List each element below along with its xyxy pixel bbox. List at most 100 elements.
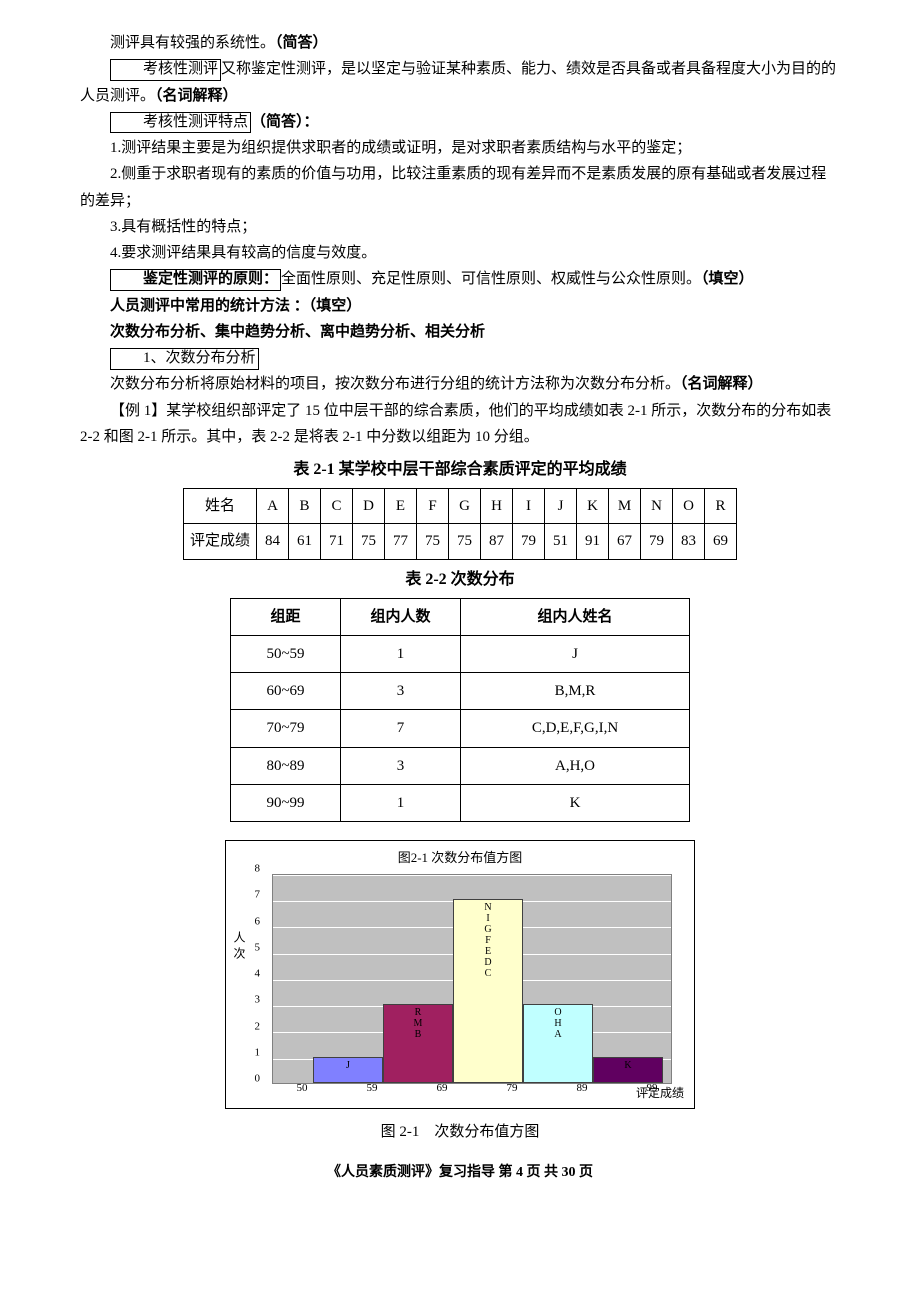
table-cell: 51 [545,524,577,559]
para-4: 1.测评结果主要是为组织提供求职者的成绩或证明，是对求职者素质结构与水平的鉴定； [80,135,840,161]
table-cell: 79 [641,524,673,559]
table-header: 组距 [231,598,341,635]
para-5: 2.侧重于求职者现有的素质的价值与功用，比较注重素质的现有差异而不是素质发展的原… [80,161,840,214]
chart-bar: RMB [383,1004,453,1083]
chart-xtick: 50 [297,1079,308,1098]
para-10: 次数分布分析、集中趋势分析、离中趋势分析、相关分析 [80,319,840,345]
chart-bar: NIGFEDC [453,899,523,1083]
table-cell: B [289,489,321,524]
chart-xtick: 59 [367,1079,378,1098]
chart-ytick: 3 [246,991,260,1010]
chart-bar-labels: NIGFEDC [454,902,522,979]
table-cell: G [449,489,481,524]
term-box: 考核性测评 [110,59,221,81]
para-7: 4.要求测评结果具有较高的信度与效度。 [80,240,840,266]
chart-bar: OHA [523,1004,593,1083]
table2-title: 表 2-2 次数分布 [80,566,840,594]
table-header: 组内人姓名 [461,598,690,635]
table-cell: K [577,489,609,524]
para-3: 考核性测评特点（简答）： [80,109,840,135]
table-cell: 71 [321,524,353,559]
chart-inner-title: 图2-1 次数分布值方图 [236,847,684,870]
chart-ytick: 8 [246,859,260,878]
table-cell: 79 [513,524,545,559]
table-cell: 83 [673,524,705,559]
table-cell: 80~89 [231,747,341,784]
table-cell: 1 [341,635,461,672]
table-cell: O [673,489,705,524]
table-cell: 61 [289,524,321,559]
para-8: 鉴定性测评的原则：全面性原则、充足性原则、可信性原则、权威性与公众性原则。（填空… [80,266,840,292]
chart-xtick: 89 [577,1079,588,1098]
chart-bar-labels: K [594,1060,662,1071]
table-header: 组内人数 [341,598,461,635]
chart-xlabel: 评定成绩 [636,1083,684,1104]
term-box: 考核性测评特点 [110,112,251,134]
table-cell: 87 [481,524,513,559]
table-cell: H [481,489,513,524]
para-1: 测评具有较强的系统性。（简答） [80,30,840,56]
table-cell: 7 [341,710,461,747]
table-header: 评定成绩 [183,524,256,559]
table-cell: 77 [385,524,417,559]
table-cell: A,H,O [461,747,690,784]
chart-ytick: 2 [246,1017,260,1036]
chart-xtick: 69 [437,1079,448,1098]
table-cell: C [321,489,353,524]
table-cell: 75 [417,524,449,559]
table-cell: B,M,R [461,673,690,710]
table-cell: J [545,489,577,524]
table-cell: 75 [449,524,481,559]
table-cell: N [641,489,673,524]
table-cell: J [461,635,690,672]
table-cell: 75 [353,524,385,559]
table-cell: 60~69 [231,673,341,710]
chart-ytick: 6 [246,912,260,931]
para-13: 【例 1】某学校组织部评定了 15 位中层干部的综合素质，他们的平均成绩如表 2… [80,398,840,451]
para-2: 考核性测评又称鉴定性测评，是以坚定与验证某种素质、能力、绩效是否具备或者具备程度… [80,56,840,109]
para-11: 1、次数分布分析 [80,345,840,371]
table-scores: 姓名ABCDEFGHIJKMNOR 评定成绩846171757775758779… [183,488,737,560]
table-cell: 91 [577,524,609,559]
chart-xtick: 79 [507,1079,518,1098]
table-cell: 3 [341,747,461,784]
chart-xtick: 99 [647,1079,658,1098]
para-9: 人员测评中常用的统计方法 ：（填空） [80,293,840,319]
table-cell: M [609,489,641,524]
chart-bar-labels: OHA [524,1007,592,1040]
chart-bar-labels: J [314,1060,382,1071]
table1-title: 表 2-1 某学校中层干部综合素质评定的平均成绩 [80,456,840,484]
table-header: 姓名 [183,489,256,524]
table-cell: F [417,489,449,524]
table-cell: 1 [341,784,461,821]
table-cell: 69 [705,524,737,559]
table-cell: A [257,489,289,524]
chart-ytick: 5 [246,938,260,957]
histogram-chart: 图2-1 次数分布值方图 人次 JRMBNIGFEDCOHAK 评定成绩 012… [225,840,695,1109]
chart-caption: 图 2-1 次数分布值方图 [80,1119,840,1145]
table-cell: 3 [341,673,461,710]
term-box: 鉴定性测评的原则： [110,269,281,291]
chart-plot-area: J RMBNIGFEDCOHA K [272,874,672,1084]
table-cell: 70~79 [231,710,341,747]
table-cell: 84 [257,524,289,559]
table-cell: E [385,489,417,524]
table-cell: 90~99 [231,784,341,821]
table-distribution: 组距 组内人数 组内人姓名 50~591J60~693B,M,R70~797C,… [230,598,690,823]
table-cell: D [353,489,385,524]
chart-ytick: 7 [246,886,260,905]
chart-ytick: 0 [246,1069,260,1088]
table-cell: C,D,E,F,G,I,N [461,710,690,747]
chart-ytick: 4 [246,964,260,983]
table-cell: K [461,784,690,821]
chart-ytick: 1 [246,1043,260,1062]
table-cell: R [705,489,737,524]
table-cell: I [513,489,545,524]
para-12: 次数分布分析将原始材料的项目，按次数分布进行分组的统计方法称为次数分布分析。（名… [80,371,840,397]
page-footer: 《人员素质测评》复习指导 第 4 页 共 30 页 [80,1161,840,1186]
table-cell: 67 [609,524,641,559]
chart-bar-labels: RMB [384,1007,452,1040]
term-box: 1、次数分布分析 [110,348,259,370]
para-6: 3.具有概括性的特点； [80,214,840,240]
table-cell: 50~59 [231,635,341,672]
